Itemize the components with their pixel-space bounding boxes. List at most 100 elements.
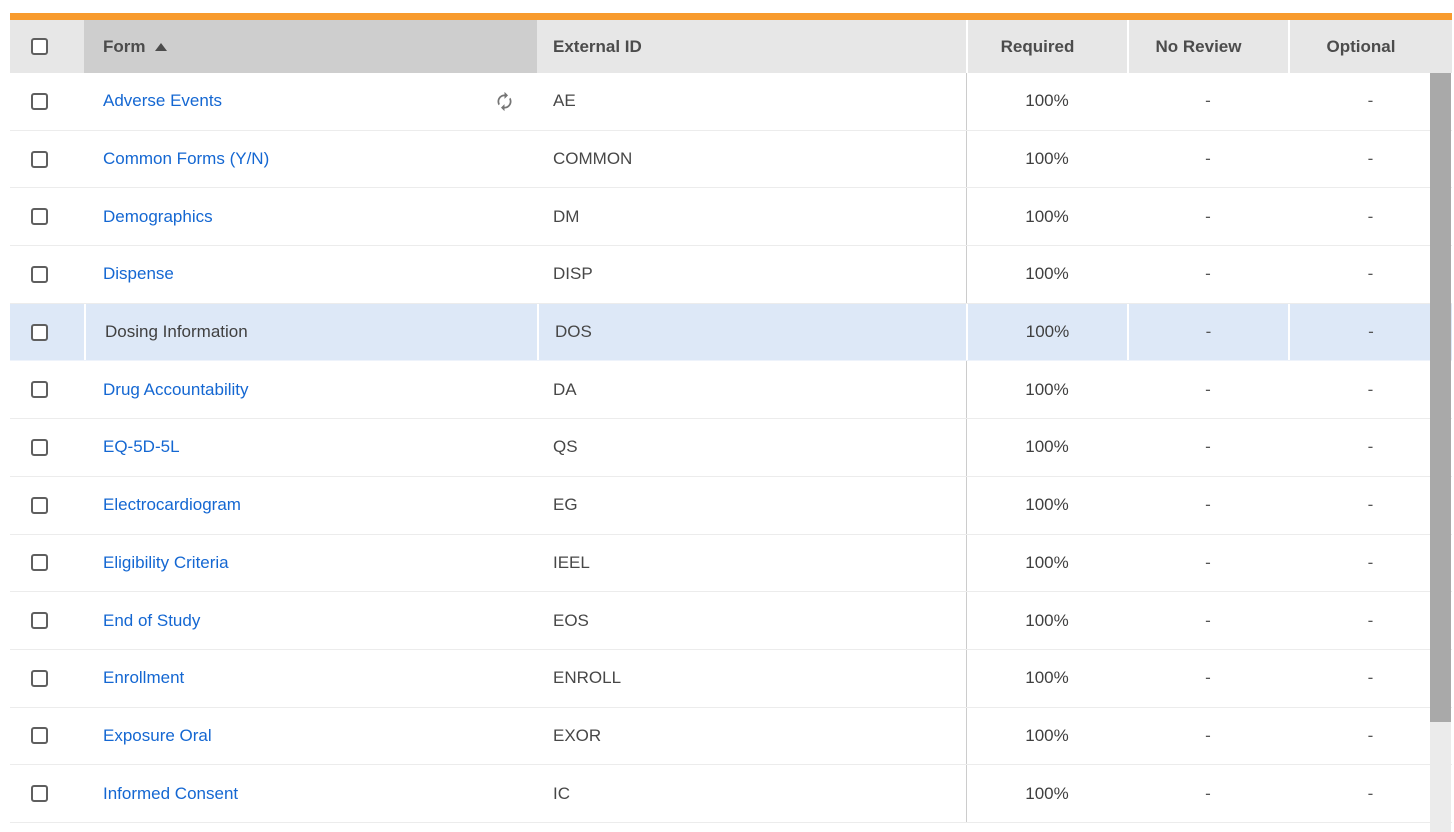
table-row[interactable]: Exposure Oral EXOR 100% - - bbox=[10, 707, 1452, 766]
table-row[interactable]: Common Forms (Y/N) COMMON 100% - - bbox=[10, 130, 1452, 189]
optional-value: - bbox=[1367, 379, 1374, 399]
optional-value: - bbox=[1367, 725, 1374, 745]
column-header-required-label: Required bbox=[1000, 36, 1075, 56]
row-external-id-cell: DA bbox=[537, 361, 966, 418]
no-review-value: - bbox=[1205, 379, 1211, 399]
table-row[interactable]: Drug Accountability DA 100% - - bbox=[10, 361, 1452, 420]
form-link[interactable]: Dosing Information bbox=[105, 322, 248, 342]
vertical-scrollbar-thumb[interactable] bbox=[1430, 73, 1451, 722]
row-no-review-cell: - bbox=[1127, 73, 1288, 130]
row-select-cell bbox=[10, 708, 84, 765]
column-header-optional[interactable]: Optional bbox=[1288, 20, 1452, 73]
optional-value: - bbox=[1367, 206, 1374, 226]
table-row[interactable]: Demographics DM 100% - - bbox=[10, 188, 1452, 247]
table-row[interactable]: Enrollment ENROLL 100% - - bbox=[10, 649, 1452, 708]
row-no-review-cell: - bbox=[1127, 303, 1288, 361]
form-link[interactable]: Enrollment bbox=[103, 668, 185, 688]
no-review-value: - bbox=[1205, 149, 1211, 169]
select-all-checkbox[interactable] bbox=[31, 38, 48, 55]
optional-value: - bbox=[1367, 495, 1374, 515]
row-select-cell bbox=[10, 303, 84, 361]
row-form-cell: Electrocardiogram bbox=[84, 477, 537, 534]
form-link[interactable]: Adverse Events bbox=[103, 91, 223, 111]
optional-value: - bbox=[1367, 668, 1374, 688]
row-checkbox[interactable] bbox=[31, 612, 48, 630]
form-link[interactable]: Dispense bbox=[103, 264, 174, 284]
row-no-review-cell: - bbox=[1127, 188, 1288, 245]
table-row[interactable]: End of Study EOS 100% - - bbox=[10, 592, 1452, 650]
refresh-icon[interactable] bbox=[494, 91, 515, 112]
row-checkbox[interactable] bbox=[31, 150, 48, 168]
no-review-value: - bbox=[1205, 725, 1211, 745]
form-link[interactable]: Informed Consent bbox=[103, 783, 239, 803]
row-checkbox[interactable] bbox=[31, 785, 48, 803]
row-select-cell bbox=[10, 188, 84, 245]
table-row[interactable]: Dispense DISP 100% - - bbox=[10, 246, 1452, 304]
sort-ascending-icon bbox=[154, 43, 167, 51]
column-header-external-id[interactable]: External ID bbox=[537, 20, 966, 73]
table-row[interactable]: Dosing Information DOS 100% - - bbox=[10, 303, 1452, 362]
row-select-cell bbox=[10, 477, 84, 534]
row-checkbox[interactable] bbox=[31, 381, 48, 399]
form-link[interactable]: EQ-5D-5L bbox=[103, 437, 180, 457]
table-row[interactable]: Informed Consent IC 100% - - bbox=[10, 765, 1452, 823]
table-row[interactable]: Adverse Events AE 100% - - bbox=[10, 73, 1452, 131]
table-row[interactable]: Eligibility Criteria IEEL 100% - - bbox=[10, 534, 1452, 593]
row-external-id-cell: DM bbox=[537, 188, 966, 245]
vertical-scrollbar[interactable] bbox=[1430, 73, 1451, 832]
no-review-value: - bbox=[1205, 264, 1211, 284]
row-checkbox[interactable] bbox=[31, 208, 48, 226]
row-external-id-cell: AE bbox=[537, 73, 966, 130]
external-id-value: IC bbox=[553, 783, 570, 803]
required-value: 100% bbox=[1025, 610, 1069, 630]
row-no-review-cell: - bbox=[1127, 477, 1288, 534]
row-form-cell: Enrollment bbox=[84, 650, 537, 707]
row-form-cell: Drug Accountability bbox=[84, 361, 537, 418]
form-link[interactable]: Eligibility Criteria bbox=[103, 552, 229, 572]
form-link[interactable]: Common Forms (Y/N) bbox=[103, 149, 270, 169]
external-id-value: EXOR bbox=[553, 725, 602, 745]
row-no-review-cell: - bbox=[1127, 708, 1288, 765]
row-checkbox[interactable] bbox=[31, 496, 48, 514]
row-required-cell: 100% bbox=[966, 246, 1127, 303]
row-checkbox[interactable] bbox=[31, 92, 48, 110]
row-form-cell: Dosing Information bbox=[84, 303, 537, 361]
table-row[interactable]: Electrocardiogram EG 100% - - bbox=[10, 476, 1452, 535]
no-review-value: - bbox=[1205, 495, 1211, 515]
column-header-required[interactable]: Required bbox=[966, 20, 1127, 73]
column-header-form[interactable]: Form bbox=[84, 20, 537, 73]
optional-value: - bbox=[1367, 552, 1374, 572]
no-review-value: - bbox=[1205, 610, 1211, 630]
row-select-cell bbox=[10, 131, 84, 188]
form-link[interactable]: Demographics bbox=[103, 206, 213, 226]
row-optional-cell: - bbox=[1288, 592, 1452, 649]
row-checkbox[interactable] bbox=[31, 265, 48, 283]
row-checkbox[interactable] bbox=[31, 727, 48, 745]
form-link[interactable]: Electrocardiogram bbox=[103, 495, 241, 515]
row-required-cell: 100% bbox=[966, 592, 1127, 649]
row-external-id-cell: EG bbox=[537, 477, 966, 534]
form-link[interactable]: End of Study bbox=[103, 610, 201, 630]
row-checkbox[interactable] bbox=[31, 323, 48, 341]
row-checkbox[interactable] bbox=[31, 438, 48, 456]
row-form-cell: Dispense bbox=[84, 246, 537, 303]
row-form-cell: EQ-5D-5L bbox=[84, 419, 537, 476]
external-id-value: EOS bbox=[553, 610, 589, 630]
row-required-cell: 100% bbox=[966, 73, 1127, 130]
column-header-no-review[interactable]: No Review bbox=[1127, 20, 1288, 73]
table-row[interactable]: EQ-5D-5L QS 100% - - bbox=[10, 419, 1452, 477]
row-checkbox[interactable] bbox=[31, 669, 48, 687]
form-link[interactable]: Exposure Oral bbox=[103, 725, 212, 745]
external-id-value: DM bbox=[553, 206, 580, 226]
optional-value: - bbox=[1367, 149, 1374, 169]
row-external-id-cell: DOS bbox=[537, 303, 966, 361]
row-select-cell bbox=[10, 650, 84, 707]
row-form-cell: Demographics bbox=[84, 188, 537, 245]
row-external-id-cell: ENROLL bbox=[537, 650, 966, 707]
row-required-cell: 100% bbox=[966, 765, 1127, 822]
select-all-header-cell bbox=[10, 20, 84, 73]
row-checkbox[interactable] bbox=[31, 554, 48, 572]
form-link[interactable]: Drug Accountability bbox=[103, 379, 249, 399]
row-external-id-cell: EXOR bbox=[537, 708, 966, 765]
column-header-optional-label: Optional bbox=[1326, 36, 1396, 56]
